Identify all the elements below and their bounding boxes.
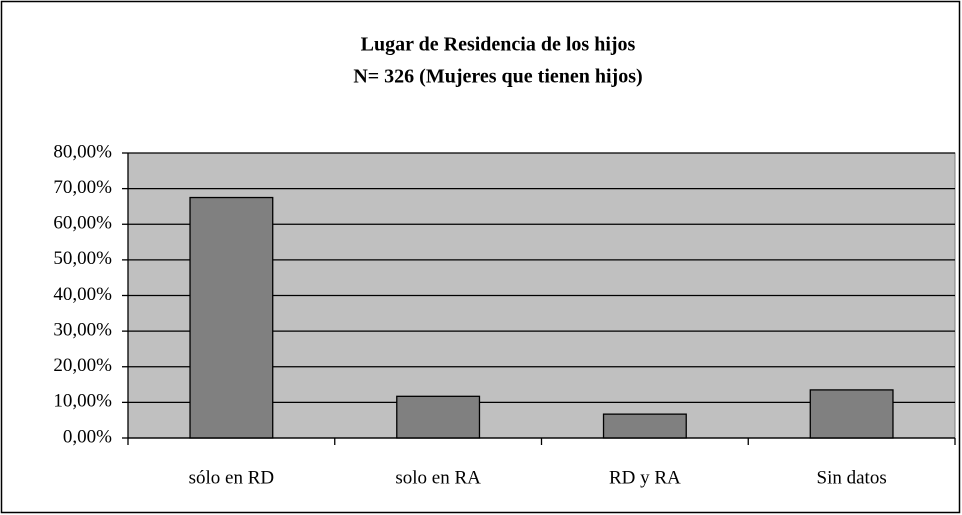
chart-subtitle: N= 326 (Mujeres que tienen hijos) <box>353 66 642 88</box>
x-tick-label: Sin datos <box>817 467 887 488</box>
y-tick-label: 70,00% <box>53 177 112 198</box>
bar <box>396 395 481 439</box>
y-tick-label: 20,00% <box>53 355 112 376</box>
y-tick-label: 0,00% <box>63 426 112 447</box>
x-tick-label: solo en RA <box>395 467 481 488</box>
chart-title: Lugar de Residencia de los hijos <box>361 34 636 56</box>
y-tick-label: 10,00% <box>53 391 112 412</box>
bar <box>189 196 274 439</box>
x-tick-label: RD y RA <box>609 467 681 488</box>
y-tick-label: 60,00% <box>53 213 112 234</box>
y-tick-label: 30,00% <box>53 319 112 340</box>
y-tick-label: 50,00% <box>53 248 112 269</box>
bar <box>602 413 687 439</box>
y-tick-label: 80,00% <box>53 141 112 162</box>
bar <box>809 389 894 439</box>
y-tick-label: 40,00% <box>53 284 112 305</box>
x-tick-label: sólo en RD <box>189 467 275 488</box>
